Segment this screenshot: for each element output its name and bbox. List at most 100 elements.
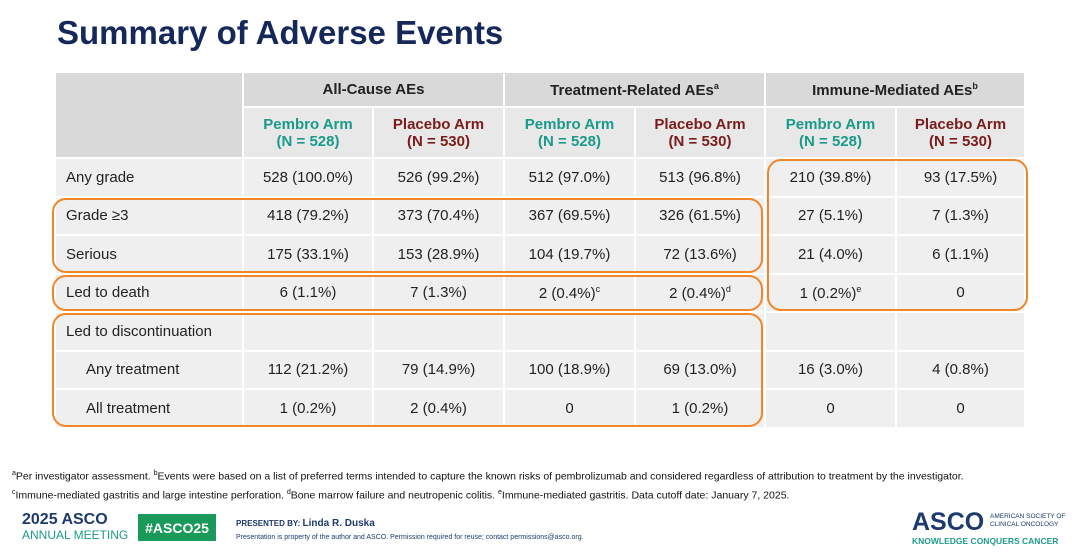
footnote-text: Bone marrow failure and neutropenic coli… [290,489,498,501]
arm-header: Placebo Arm (N = 530) [373,107,504,158]
cell-text: 512 (97.0%) [528,168,611,186]
cell-text: 0 [956,284,965,302]
data-cell: 418 (79.2%) [243,196,373,235]
cell-text: 528 (100.0%) [262,168,354,186]
arm-header: Pembro Arm (N = 528) [504,107,635,158]
data-cell: 7 (1.3%) [896,196,1025,235]
cell-text: 1 (0.2%) [671,399,729,417]
row-label-text: Led to death [66,284,150,302]
arm-header: Pembro Arm (N = 528) [243,107,373,158]
arm-header: Pembro Arm (N = 528) [765,107,896,158]
arm-header: Placebo Arm (N = 530) [896,107,1025,158]
logo: ASCO [912,508,985,536]
data-cell: 16 (3.0%) [765,350,896,389]
presenter: Linda R. Duska [302,518,375,529]
cell-text: 69 (13.0%) [663,361,737,379]
society: AMERICAN SOCIETY OF CLINICAL ONCOLOGY [990,513,1065,529]
row-label-text: Any treatment [86,361,180,379]
slide-title: Summary of Adverse Events [57,14,504,51]
data-cell [896,312,1025,351]
data-cell: 0 [896,389,1025,428]
data-cell [504,312,635,351]
arm-name: Pembro Arm [785,115,876,133]
data-cell: 104 (19.7%) [504,235,635,274]
superscript: b [972,80,978,91]
cell-text: 2 (0.4%)d [669,284,731,302]
data-cell: 93 (17.5%) [896,158,1025,197]
arm-name: Placebo Arm [654,115,746,133]
highlight-box [52,197,763,273]
row-label-text: Any grade [66,168,135,186]
hashtag: #ASCO25 [138,514,216,541]
data-cell: 526 (99.2%) [373,158,504,197]
data-cell: 2 (0.4%)d [635,273,765,312]
cell-text: 2 (0.4%) [410,399,467,417]
highlight-box [52,274,763,311]
data-cell: 326 (61.5%) [635,196,765,235]
text: All-Cause AEs [322,81,425,98]
cell-text: 513 (96.8%) [659,168,741,186]
cell-text: 526 (99.2%) [397,168,480,186]
data-cell: 153 (28.9%) [373,235,504,274]
cell-text: 7 (1.3%) [932,207,989,225]
group-header: All-Cause AEs [243,72,504,107]
arm-n: (N = 528) [276,132,340,150]
superscript: a [713,80,719,91]
cell-text: 100 (18.9%) [528,361,611,379]
header-corner [55,72,243,158]
meeting-year: 2025 ASCO [22,511,108,528]
cell-text: 373 (70.4%) [397,207,480,225]
data-cell: 373 (70.4%) [373,196,504,235]
superscript: a [12,470,16,477]
cell-text: 79 (14.9%) [401,361,476,379]
cell-text: 326 (61.5%) [659,207,741,225]
data-cell: 2 (0.4%)c [504,273,635,312]
cell-text: 7 (1.3%) [410,284,467,302]
superscript: b [153,470,158,477]
footnote-line: aPer investigator assessment. bEvents we… [12,466,964,485]
data-cell: 367 (69.5%) [504,196,635,235]
row-label: Led to death [55,273,243,312]
text: 2 (0.4%) [538,284,596,302]
arm-n: (N = 528) [538,132,601,150]
row-label: Any treatment [55,350,243,389]
row-label: Grade ≥3 [55,196,243,235]
row-label: Led to discontinuation [55,312,243,351]
data-cell: 528 (100.0%) [243,158,373,197]
data-cell [373,312,504,351]
cell-text: 72 (13.6%) [663,245,737,263]
cell-text: 6 (1.1%) [932,245,989,263]
superscript: c [12,488,16,496]
cell-text: 0 [956,399,965,417]
cell-text: 175 (33.1%) [267,245,349,263]
cell-text: 210 (39.8%) [789,168,872,186]
text: Treatment-Related AEs [550,81,714,99]
cell-text: Immune-Mediated AEsb [812,81,978,99]
arm-name: Placebo Arm [914,115,1007,133]
cell-text: 104 (19.7%) [528,245,611,263]
disclaimer: Presentation is property of the author a… [236,534,584,541]
arm-header: Placebo Arm (N = 530) [635,107,765,158]
data-cell: 69 (13.0%) [635,350,765,389]
cell-text: 0 [565,399,574,417]
cell-text: 93 (17.5%) [923,168,998,186]
text: 1 (0.2%) [799,284,857,302]
cell-text: 21 (4.0%) [797,245,864,263]
arm-n: (N = 530) [929,132,992,150]
cell-text: 153 (28.9%) [397,245,480,263]
data-cell: 2 (0.4%) [373,389,504,428]
row-label-text: Serious [66,245,117,263]
superscript: c [595,283,601,294]
row-label: Any grade [55,158,243,197]
data-cell: 72 (13.6%) [635,235,765,274]
footnote-text: Immune-mediated gastritis and large inte… [15,489,287,501]
arm-name: Pembro Arm [263,115,353,133]
superscript: d [286,488,291,496]
data-cell: 1 (0.2%) [243,389,373,428]
meeting-name: ANNUAL MEETING [22,528,129,542]
arm-name: Pembro Arm [524,115,615,133]
row-label: Serious [55,235,243,274]
cell-text: 418 (79.2%) [267,207,349,225]
cell-text: 112 (21.2%) [267,361,349,379]
cell-text: 367 (69.5%) [528,207,611,225]
